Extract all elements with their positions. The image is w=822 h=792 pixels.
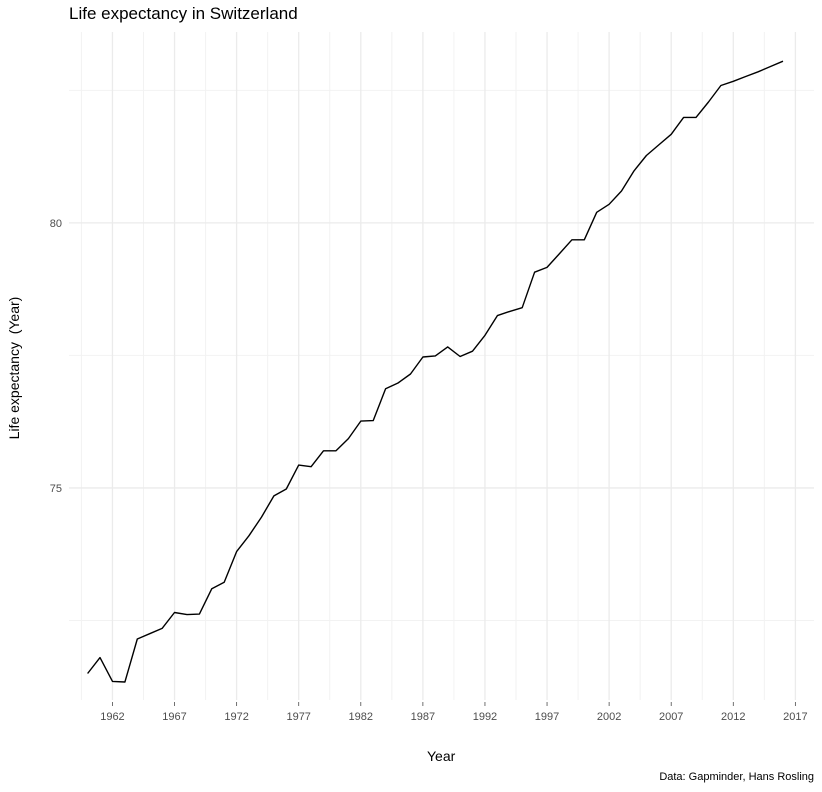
x-axis-label: Year (427, 748, 456, 764)
y-tick-label: 80 (50, 218, 62, 230)
x-tick-label: 1982 (349, 711, 373, 723)
x-tick-label: 2002 (597, 711, 621, 723)
x-tick-label: 2007 (659, 711, 683, 723)
chart-caption: Data: Gapminder, Hans Rosling (659, 771, 814, 783)
x-tick-label: 1972 (224, 711, 248, 723)
x-tick-label: 2012 (721, 711, 745, 723)
series-line (87, 60, 784, 683)
x-tick-label: 1977 (286, 711, 310, 723)
x-tick-label: 1987 (411, 711, 435, 723)
x-tick-label: 1997 (535, 711, 559, 723)
y-axis-label: Life expectancy (Year) (6, 296, 22, 440)
y-tick-label: 75 (50, 483, 62, 495)
x-tick-label: 1967 (162, 711, 186, 723)
x-tick-label: 1962 (100, 711, 124, 723)
x-tick-label: 1992 (473, 711, 497, 723)
chart-title: Life expectancy in Switzerland (69, 4, 298, 23)
x-tick-label: 2017 (783, 711, 807, 723)
